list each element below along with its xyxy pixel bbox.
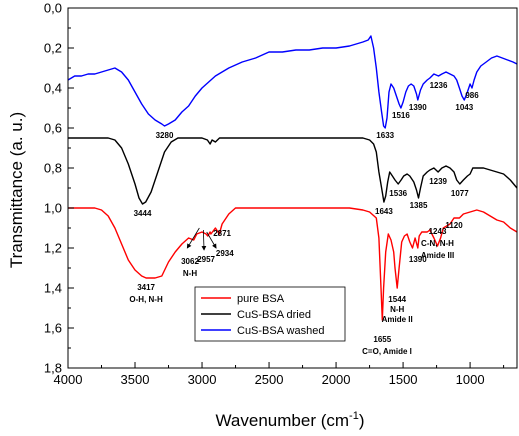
x-tick-label-3: 2500	[255, 372, 284, 387]
peak-label-4: 1236	[430, 81, 448, 90]
peak-label-16: N-H	[183, 269, 197, 278]
peak-label-20: 1655	[373, 335, 391, 344]
peak-label-29: 1120	[445, 221, 463, 230]
annotation-arrow-1	[201, 229, 207, 251]
y-tick-label-5: 1,0	[44, 201, 62, 216]
x-tick-label-5: 1500	[389, 372, 418, 387]
peak-label-19: 2871	[213, 229, 231, 238]
x-tick-label-4: 2000	[322, 372, 351, 387]
x-tick-label-2: 3000	[188, 372, 217, 387]
peak-label-27: C-N, N-H	[421, 239, 454, 248]
peak-label-2: 1516	[392, 111, 410, 120]
peak-label-7: 3444	[134, 209, 152, 218]
axes: 4000 3500 3000 2500 2000 1500 1000 0,0 0,2 0,4 0,6…	[44, 1, 518, 387]
x-axis-title: Wavenumber (cm-1)	[216, 410, 365, 430]
y-tick-label-6: 1,2	[44, 241, 62, 256]
peak-label-25: 1390	[409, 255, 427, 264]
series-line-2	[67, 35, 518, 129]
y-tick-label-3: 0,6	[44, 121, 62, 136]
y-tick-label-4: 0,8	[44, 161, 62, 176]
peak-label-23: N-H	[390, 305, 404, 314]
peak-label-21: C=O, Amide I	[362, 347, 412, 356]
y-tick-label-7: 1,4	[44, 281, 62, 296]
peak-label-13: 3417	[137, 283, 155, 292]
peak-label-24: Amide II	[382, 315, 413, 324]
legend-entry-2: CuS-BSA washed	[237, 325, 324, 337]
peak-label-10: 1385	[410, 201, 428, 210]
x-axis-title-main: Wavenumber (cm	[216, 411, 350, 430]
y-tick-label-2: 0,4	[44, 81, 62, 96]
peak-label-17: 2957	[197, 255, 215, 264]
legend: pure BSA CuS-BSA dried CuS-BSA washed	[194, 286, 346, 342]
peak-label-5: 1043	[455, 103, 473, 112]
peak-label-14: O-H, N-H	[129, 295, 163, 304]
peak-label-22: 1544	[388, 295, 406, 304]
peak-label-18: 2934	[216, 249, 234, 258]
spectra-curves	[67, 35, 518, 321]
annotation-arrow-0	[186, 227, 200, 249]
legend-entry-1: CuS-BSA dried	[237, 309, 311, 321]
y-tick-label-8: 1,6	[44, 321, 62, 336]
peak-label-6: 986	[465, 91, 479, 100]
series-line-0	[68, 207, 518, 321]
peak-label-12: 1077	[451, 189, 469, 198]
x-tick-label-6: 1000	[456, 372, 485, 387]
peak-label-1: 1633	[376, 131, 394, 140]
y-tick-label-0: 0,0	[44, 1, 62, 16]
annotation-arrow-2	[206, 231, 217, 249]
peak-label-15: 3062	[181, 257, 199, 266]
y-axis-title: Transmittance (a. u.)	[7, 112, 26, 268]
peak-label-0: 3280	[156, 131, 174, 140]
legend-entry-0: pure BSA	[237, 293, 285, 305]
peak-label-3: 1390	[409, 103, 427, 112]
peak-label-11: 1239	[429, 177, 447, 186]
x-axis-title-superscript: -1	[349, 410, 359, 422]
y-tick-label-1: 0,2	[44, 41, 62, 56]
x-axis-title-close: )	[359, 411, 365, 430]
x-tick-label-1: 3500	[121, 372, 150, 387]
series-line-1	[68, 137, 518, 205]
peak-label-8: 1643	[375, 207, 393, 216]
peak-label-9: 1536	[389, 189, 407, 198]
y-tick-label-9: 1,8	[44, 361, 62, 376]
peak-label-28: Amide III	[421, 251, 454, 260]
x-tick-label-0: 4000	[54, 372, 83, 387]
peak-label-26: 1243	[429, 227, 447, 236]
